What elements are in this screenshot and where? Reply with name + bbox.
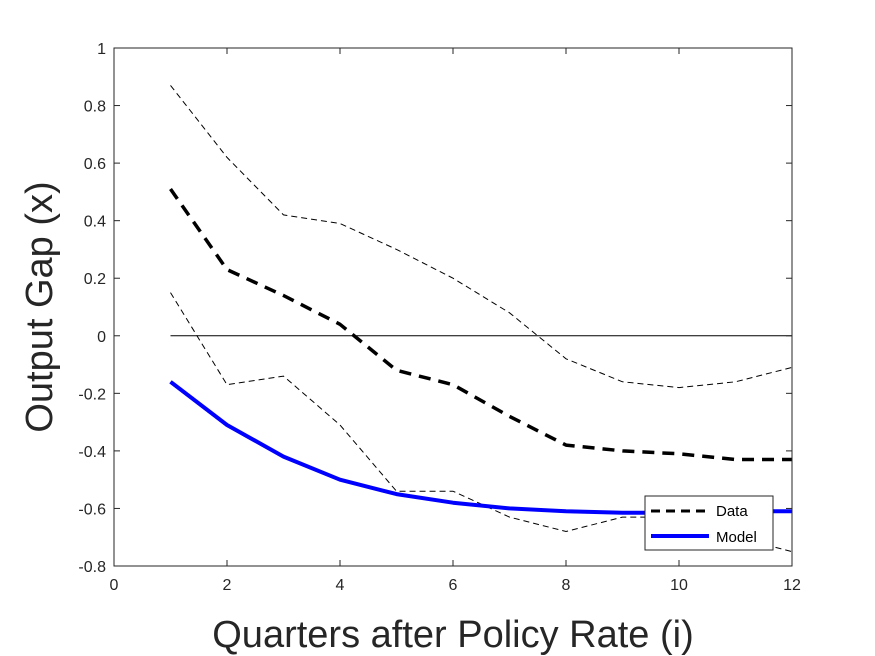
x-axis-ticks: 0 2 4 6 8 10 12 <box>110 48 801 594</box>
y-tick-label: 1 <box>97 41 106 58</box>
x-tick-label: 8 <box>562 577 571 594</box>
plot-background <box>114 48 792 566</box>
x-tick-label: 6 <box>449 577 458 594</box>
y-tick-label: 0.8 <box>84 99 106 116</box>
legend: Data Model <box>644 495 774 551</box>
legend-box <box>644 495 774 551</box>
series-line-data <box>169 187 792 462</box>
legend-label-data: Data <box>716 503 748 520</box>
x-axis-title: Quarters after Policy Rate (i) <box>212 614 693 656</box>
x-tick-label: 10 <box>670 577 688 594</box>
y-tick-label: 0 <box>97 329 106 346</box>
upper-band-line <box>170 85 792 389</box>
x-tick-label: 2 <box>223 577 232 594</box>
legend-label-model: Model <box>716 529 757 546</box>
y-tick-label: 0.2 <box>84 271 106 288</box>
y-tick-label: -0.6 <box>78 501 106 518</box>
y-tick-label: -0.2 <box>78 386 106 403</box>
y-axis-ticks: -0.8 -0.6 -0.4 -0.2 0 0.2 0.4 0.6 0.8 1 <box>78 41 792 576</box>
y-tick-label: 0.6 <box>84 156 106 173</box>
x-tick-label: 0 <box>110 577 119 594</box>
y-axis-title: Output Gap (x) <box>19 181 61 432</box>
x-tick-label: 4 <box>336 577 345 594</box>
x-tick-label: 12 <box>783 577 801 594</box>
y-tick-label: -0.4 <box>78 444 106 461</box>
y-tick-label: -0.8 <box>78 559 106 576</box>
y-tick-label: 0.4 <box>84 214 106 231</box>
